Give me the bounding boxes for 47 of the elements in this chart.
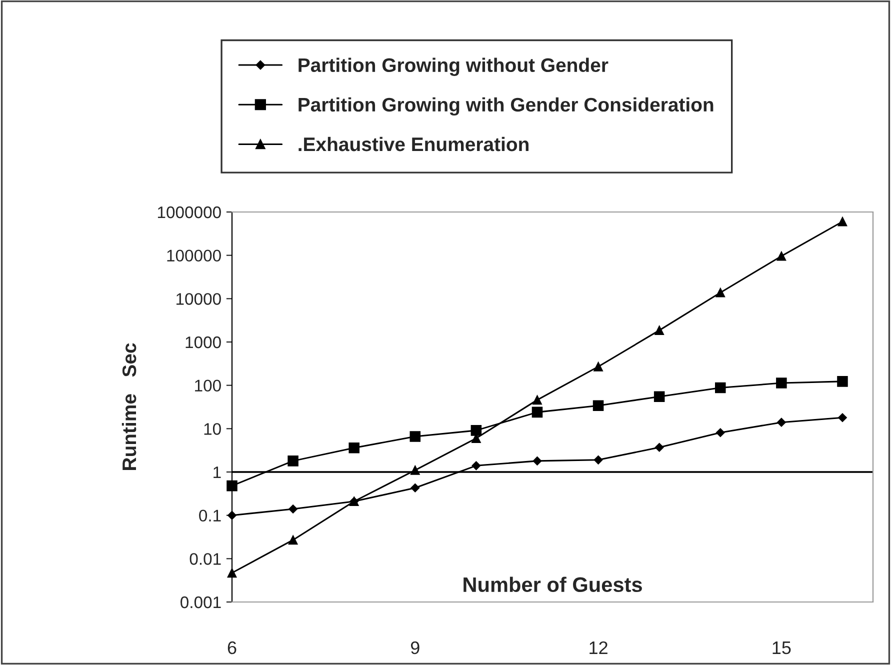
point: [594, 362, 603, 372]
point: [776, 251, 786, 261]
point: [532, 395, 542, 405]
point: [472, 461, 481, 470]
x-axis-title: Number of Guests: [464, 576, 642, 592]
point: [410, 431, 421, 442]
y-tick-label: 10: [204, 423, 221, 435]
legend-label: Partition Growing with Gender Consideration: [298, 97, 714, 116]
x-tick-label: 12: [590, 641, 608, 654]
legend-label: .Exhaustive Enumeration: [298, 136, 528, 152]
point: [410, 483, 420, 492]
point: [715, 382, 726, 394]
x-tick-label: 15: [772, 642, 791, 654]
point: [348, 442, 360, 454]
y-tick-label: 1000000: [158, 206, 221, 218]
point: [838, 216, 848, 226]
y-tick-label: 0.1: [199, 510, 221, 522]
legend-label: Partition Growing without Gender: [298, 58, 608, 76]
y-tick-label: 0.01: [190, 553, 221, 565]
point: [288, 456, 298, 466]
point: [592, 400, 604, 412]
point: [716, 428, 725, 438]
point: [716, 288, 726, 298]
point: [288, 535, 298, 545]
point: [838, 413, 847, 422]
point: [288, 504, 298, 514]
y-tick-label: 1000: [186, 336, 221, 348]
point: [410, 466, 420, 475]
y-tick-label: 100: [195, 380, 221, 392]
y-tick-label: 100000: [167, 250, 221, 262]
x-tick-label: 6: [228, 641, 236, 654]
point: [654, 391, 665, 402]
point: [594, 455, 603, 464]
x-tick-label: 9: [410, 641, 420, 654]
point: [654, 442, 664, 452]
point: [654, 326, 664, 336]
point: [776, 378, 787, 388]
y-axis-title: Runtime Sec: [122, 343, 136, 470]
point: [776, 418, 786, 427]
point: [226, 480, 238, 492]
y-tick-label: 1: [214, 466, 221, 478]
y-tick-label: 10000: [176, 293, 221, 305]
point: [532, 406, 543, 418]
point: [470, 425, 482, 436]
point: [532, 456, 542, 466]
point: [837, 376, 848, 387]
y-tick-label: 0.001: [180, 596, 221, 608]
